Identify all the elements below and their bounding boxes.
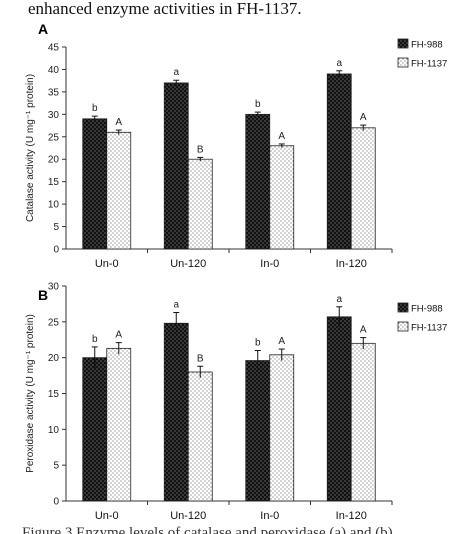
- significance-label: b: [255, 99, 261, 110]
- y-tick-label: 30: [48, 282, 60, 293]
- panel-label: B: [38, 287, 48, 303]
- y-axis-label: Catalase activity (U mg⁻¹ protein): [25, 74, 36, 222]
- significance-label: a: [173, 67, 179, 78]
- legend-swatch: [397, 57, 409, 68]
- significance-label: b: [92, 103, 98, 114]
- y-tick-label: 35: [48, 87, 60, 98]
- significance-label: B: [197, 353, 204, 364]
- bar-fh-988: [245, 113, 271, 250]
- bar-fh-988: [326, 316, 352, 502]
- y-tick-label: 15: [48, 177, 60, 188]
- y-tick-label: 30: [48, 110, 60, 121]
- legend-label: FH-1137: [411, 323, 447, 334]
- figure-caption-fragment: Figure 3 Enzyme levels of catalase and p…: [22, 525, 393, 534]
- y-tick-label: 25: [48, 317, 60, 328]
- bar-fh-1137: [269, 145, 295, 250]
- significance-label: A: [115, 330, 122, 341]
- x-tick-label: In-120: [336, 258, 367, 270]
- significance-label: b: [255, 338, 261, 349]
- significance-label: A: [360, 325, 367, 336]
- panel-label: A: [38, 21, 48, 37]
- legend-label: FH-988: [411, 304, 443, 315]
- significance-label: B: [197, 144, 204, 155]
- legend-label: FH-1137: [411, 59, 447, 70]
- y-tick-label: 40: [48, 65, 60, 76]
- y-tick-label: 20: [48, 155, 60, 166]
- y-tick-label: 45: [48, 43, 60, 54]
- bar-fh-1137: [350, 342, 376, 502]
- y-tick-label: 10: [48, 200, 60, 211]
- bar-fh-988: [163, 82, 189, 250]
- significance-label: A: [360, 112, 367, 123]
- peroxidase-chart-panel: B 0 5 10 15 20 25 30 Peroxidase activity (U mg⁻¹…: [25, 282, 447, 523]
- y-tick-label: 0: [53, 497, 59, 508]
- bar-fh-988: [245, 360, 271, 502]
- significance-label: b: [92, 334, 98, 345]
- bar-fh-988: [163, 322, 189, 502]
- bar-fh-1137: [106, 131, 132, 250]
- y-tick-label: 10: [48, 425, 60, 436]
- y-tick-label: 25: [48, 132, 60, 143]
- x-tick-label: Un-0: [95, 258, 119, 270]
- legend-swatch: [397, 38, 409, 49]
- x-tick-label: Un-0: [95, 510, 119, 522]
- significance-label: A: [278, 131, 285, 142]
- significance-label: a: [336, 294, 342, 305]
- x-tick-label: In-0: [260, 510, 279, 522]
- bar-fh-988: [82, 357, 108, 502]
- y-tick-label: 5: [53, 461, 59, 472]
- bar-fh-1137: [187, 371, 213, 502]
- y-axis-label: Peroxidase activity (U mg⁻¹ protein): [25, 314, 36, 473]
- y-tick-label: 5: [53, 222, 59, 233]
- significance-label: A: [115, 117, 122, 128]
- x-tick-label: Un-120: [170, 258, 206, 270]
- bar-fh-988: [82, 118, 108, 250]
- catalase-chart-panel: A 0 5 10 15 20 25 30 35 40 45 Catalase activity (U …: [25, 21, 447, 270]
- bar-fh-1137: [106, 347, 132, 502]
- y-tick-label: 0: [53, 245, 59, 256]
- significance-label: a: [173, 300, 179, 311]
- x-tick-label: In-0: [260, 258, 279, 270]
- legend-swatch: [397, 321, 409, 332]
- y-tick-label: 20: [48, 353, 60, 364]
- y-tick-label: 15: [48, 389, 60, 400]
- bar-fh-1137: [187, 158, 213, 250]
- significance-label: a: [336, 58, 342, 69]
- bar-fh-1137: [269, 354, 295, 502]
- caption-fragment: enhanced enzyme activities in FH-1137.: [28, 0, 302, 18]
- legend-label: FH-988: [411, 40, 443, 51]
- bar-fh-988: [326, 73, 352, 250]
- bar-fh-1137: [350, 127, 376, 250]
- significance-label: A: [278, 336, 285, 347]
- x-tick-label: Un-120: [170, 510, 206, 522]
- x-tick-label: In-120: [336, 510, 367, 522]
- legend-swatch: [397, 302, 409, 313]
